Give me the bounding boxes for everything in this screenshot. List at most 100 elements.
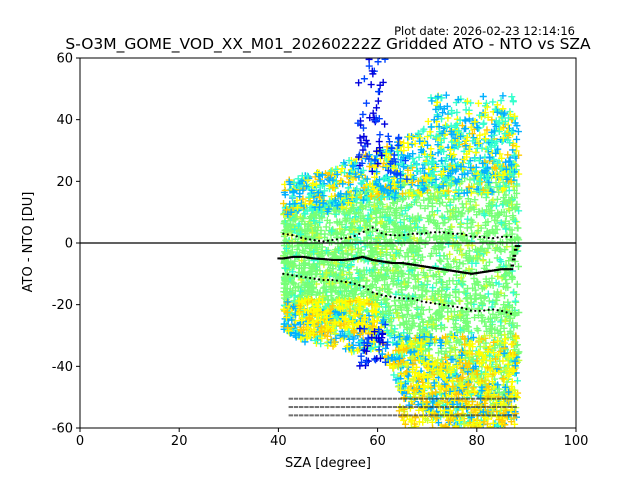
data-point: [493, 195, 501, 203]
data-point: [443, 202, 451, 210]
data-point: [416, 228, 424, 236]
data-point: [472, 201, 480, 209]
data-point: [426, 252, 434, 260]
data-point: [428, 208, 436, 216]
data-point: [419, 318, 427, 326]
data-point: [459, 260, 467, 268]
data-point: [452, 204, 460, 212]
data-point: [506, 314, 514, 322]
data-point: [325, 261, 333, 269]
data-point: [391, 325, 399, 333]
data-point: [424, 202, 432, 210]
data-point: [479, 300, 487, 308]
data-point: [354, 224, 362, 232]
data-point: [312, 291, 320, 299]
data-point: [460, 288, 468, 296]
data-point: [482, 322, 490, 330]
data-point: [451, 192, 459, 200]
data-point: [502, 284, 510, 292]
data-point: [452, 293, 460, 301]
data-point: [506, 327, 514, 335]
chart-title: S-O3M_GOME_VOD_XX_M01_20260222Z Gridded …: [65, 35, 591, 54]
data-point: [470, 274, 478, 282]
data-point: [397, 203, 405, 211]
data-point: [485, 258, 493, 266]
data-point: [502, 191, 510, 199]
data-point: [290, 280, 298, 288]
data-point: [294, 282, 302, 290]
data-point: [513, 322, 521, 330]
data-point: [497, 258, 505, 266]
data-point: [486, 318, 494, 326]
data-point: [499, 178, 507, 186]
data-point: [372, 284, 380, 292]
data-point: [352, 213, 360, 221]
data-point: [478, 285, 486, 293]
data-point: [405, 225, 413, 233]
data-point: [322, 223, 330, 231]
data-point: [494, 244, 502, 252]
data-point: [341, 216, 349, 224]
data-point: [493, 217, 501, 225]
data-point: [457, 274, 465, 282]
data-point: [346, 270, 354, 278]
data-point: [430, 218, 438, 226]
data-point: [398, 297, 406, 305]
data-point: [436, 256, 444, 264]
data-point: [505, 220, 513, 228]
data-point: [392, 249, 400, 257]
data-point: [303, 226, 311, 234]
data-point: [482, 262, 490, 270]
data-point: [450, 308, 458, 316]
data-point: [409, 191, 417, 199]
data-point: [462, 289, 470, 297]
data-point: [453, 280, 461, 288]
data-point: [486, 352, 494, 360]
data-point: [336, 225, 344, 233]
data-point: [362, 221, 370, 229]
data-point: [443, 231, 451, 239]
data-point: [393, 197, 401, 205]
data-point: [471, 196, 479, 204]
data-point: [507, 198, 515, 206]
data-point: [396, 302, 404, 310]
data-point: [515, 263, 523, 271]
data-point: [448, 299, 456, 307]
data-point: [398, 306, 406, 314]
data-point: [372, 225, 380, 233]
data-point: [484, 218, 492, 226]
data-point: [420, 224, 428, 232]
data-point: [446, 250, 454, 258]
data-point: [305, 288, 313, 295]
data-point: [444, 215, 452, 223]
data-point: [357, 238, 365, 246]
data-point: [473, 279, 481, 287]
data-point: [386, 306, 394, 314]
data-point: [476, 291, 484, 299]
data-point: [310, 217, 318, 225]
data-point: [462, 319, 470, 327]
data-point: [380, 264, 388, 272]
data-point: [457, 314, 465, 322]
data-point: [440, 252, 448, 260]
data-point: [491, 213, 499, 221]
data-point: [508, 226, 516, 234]
data-point: [417, 256, 425, 264]
data-point: [432, 249, 440, 257]
data-point: [471, 286, 479, 294]
data-point: [388, 245, 396, 253]
data-point: [423, 321, 431, 329]
data-point: [425, 218, 433, 226]
data-point: [476, 208, 484, 216]
data-point: [509, 289, 517, 297]
data-point: [286, 285, 294, 293]
data-point: [328, 261, 336, 269]
data-point: [326, 238, 334, 246]
data-point: [504, 298, 512, 306]
data-point: [403, 310, 411, 318]
data-point: [442, 191, 450, 199]
data-point: [480, 294, 488, 302]
data-point: [422, 347, 430, 355]
data-point: [432, 316, 440, 324]
data-point: [434, 207, 442, 215]
